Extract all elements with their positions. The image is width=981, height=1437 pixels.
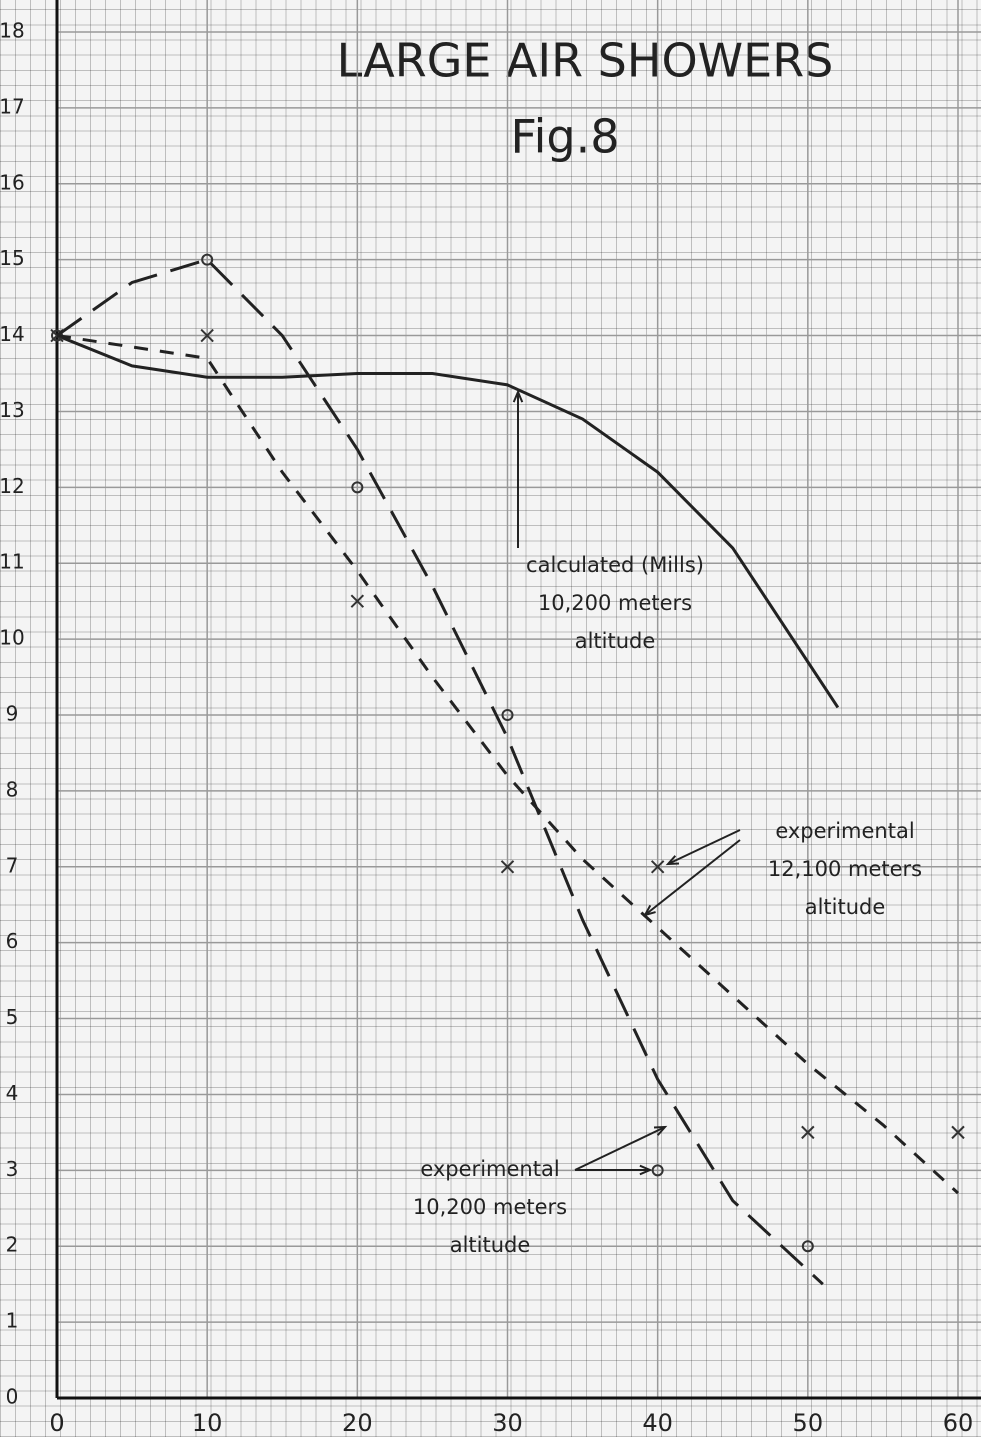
y-tick-label: 8: [6, 777, 19, 801]
y-tick-label: 7: [6, 853, 19, 877]
y-tick-label: 10: [0, 626, 25, 650]
y-tick-label: 14: [0, 322, 25, 346]
annotation: experimental: [775, 819, 914, 843]
y-tick-label: 5: [6, 1005, 19, 1029]
x-tick-label: 10: [192, 1409, 223, 1437]
y-tick-label: 15: [0, 246, 25, 270]
x-tick-label: 50: [793, 1409, 824, 1437]
annotation: experimental: [420, 1157, 559, 1181]
x-tick-label: 20: [342, 1409, 373, 1437]
y-tick-label: 2: [6, 1233, 19, 1257]
x-tick-label: 60: [943, 1409, 974, 1437]
y-tick-label: 0: [6, 1385, 19, 1409]
y-tick-label: 1: [6, 1309, 19, 1333]
annotation-arrow: [575, 1127, 665, 1170]
annotation: altitude: [575, 629, 656, 653]
chart: LARGE AIR SHOWERS Fig.8 0123456789101112…: [0, 0, 981, 1437]
y-tick-label: 17: [0, 94, 25, 118]
y-tick-label: 16: [0, 170, 25, 194]
y-tick-label: 9: [6, 702, 19, 726]
y-tick-label: 4: [6, 1081, 19, 1105]
y-tick-label: 18: [0, 19, 25, 43]
y-tick-label: 12: [0, 474, 25, 498]
annotation: altitude: [805, 895, 886, 919]
annotation: 10,200 meters: [413, 1195, 567, 1219]
chart-title: LARGE AIR SHOWERS: [337, 34, 834, 88]
annotation: calculated (Mills): [526, 553, 704, 577]
y-tick-label: 11: [0, 550, 25, 574]
data-line: [57, 336, 838, 708]
y-tick-label: 3: [6, 1157, 19, 1181]
annotation: 12,100 meters: [768, 857, 922, 881]
annotation-arrow: [668, 830, 740, 864]
x-tick-label: 30: [492, 1409, 523, 1437]
y-tick-label: 13: [0, 398, 25, 422]
annotation: altitude: [450, 1233, 531, 1257]
x-tick-label: 40: [642, 1409, 673, 1437]
y-tick-label: 6: [6, 929, 19, 953]
data-line: [57, 260, 823, 1285]
x-tick-label: 0: [49, 1409, 64, 1437]
annotation-arrow: [645, 840, 740, 915]
chart-subtitle: Fig.8: [511, 110, 620, 164]
annotation: 10,200 meters: [538, 591, 692, 615]
